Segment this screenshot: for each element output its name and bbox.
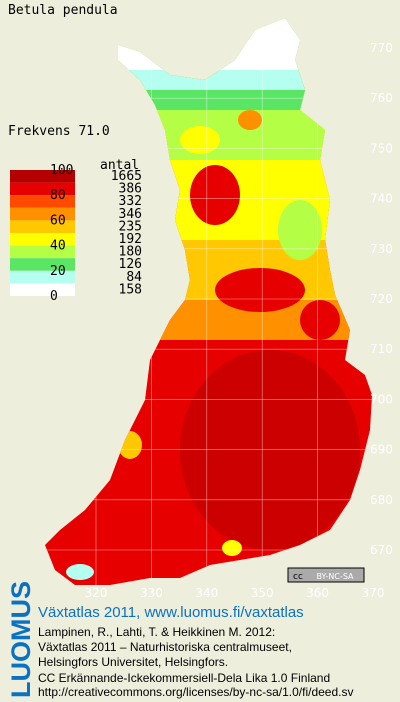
legend-count: 332	[119, 194, 142, 209]
species-name: Betula pendula	[8, 3, 118, 18]
north-label: 680	[370, 493, 393, 507]
grid-labels: 770 760 750 740 730 720 710 700 690 680 670 320 330 3…	[85, 41, 393, 600]
legend-swatch	[10, 207, 75, 221]
north-label: 770	[370, 41, 393, 55]
legend-scale-label: 40	[50, 239, 66, 254]
legend-count: 180	[119, 245, 142, 260]
legend-count: 126	[119, 257, 142, 272]
badge-box	[287, 567, 365, 583]
frequency: Frekvens 71.0	[8, 124, 110, 139]
legend-count: 1665	[111, 169, 142, 184]
legend-swatch	[10, 195, 75, 208]
north-label: 690	[370, 443, 393, 457]
north-label: 760	[370, 91, 393, 105]
north-label: 740	[370, 192, 393, 206]
legend-swatch	[10, 182, 75, 196]
legend-scale-label: 100	[50, 163, 73, 178]
legend-count: 192	[119, 232, 142, 247]
legend-swatch	[10, 233, 75, 246]
east-label: 360	[306, 586, 329, 600]
north-label: 720	[370, 292, 393, 306]
citation-line: Helsingfors Universitet, Helsingfors.	[38, 655, 228, 669]
legend-scale-label: 60	[50, 213, 66, 228]
badge-cc: cc	[293, 572, 303, 582]
license-badge: cc BY-NC-SA	[287, 567, 365, 583]
legend-count: 84	[126, 270, 142, 285]
citation-line: Lampinen, R., Lahti, T. & Heikkinen M. 2…	[38, 625, 275, 639]
north-label: 710	[370, 342, 393, 356]
legend-count: 346	[119, 207, 142, 222]
legend-scale-label: 20	[50, 264, 66, 279]
legend-swatch	[10, 283, 75, 296]
legend-header: antal	[100, 158, 139, 173]
north-label: 750	[370, 141, 393, 155]
footer: Lampinen, R., Lahti, T. & Heikkinen M. 2…	[38, 625, 353, 699]
legend-count: 158	[119, 282, 142, 297]
logo: LUOMUS	[6, 581, 36, 698]
east-label: 350	[251, 586, 274, 600]
legend-count: 386	[119, 182, 142, 197]
legend-scale-label: 80	[50, 188, 66, 203]
badge-label: BY-NC-SA	[316, 572, 354, 581]
north-label: 730	[370, 242, 393, 256]
east-label: 370	[362, 586, 385, 600]
legend-swatch	[10, 258, 75, 271]
east-label: 340	[195, 586, 218, 600]
north-label: 700	[370, 392, 393, 406]
legend-swatch	[10, 245, 75, 259]
legend-swatch	[10, 270, 75, 284]
legend-swatch	[10, 220, 75, 233]
legend-count: 235	[119, 219, 142, 234]
north-label: 670	[370, 543, 393, 557]
east-label: 330	[140, 586, 163, 600]
link[interactable]: Växtatlas 2011, www.luomus.fi/vaxtatlas	[38, 604, 304, 621]
license-line: CC Erkännande-Icke­kommersiell-Dela Lika…	[38, 671, 330, 685]
license-line: http://creativecommons.org/licenses/by-n…	[38, 685, 353, 699]
east-label: 320	[85, 586, 108, 600]
legend-swatch	[10, 170, 75, 183]
legend-scale-label: 0	[50, 289, 58, 304]
citation-line: Växtatlas 2011 – Naturhistoriska central…	[38, 640, 292, 654]
